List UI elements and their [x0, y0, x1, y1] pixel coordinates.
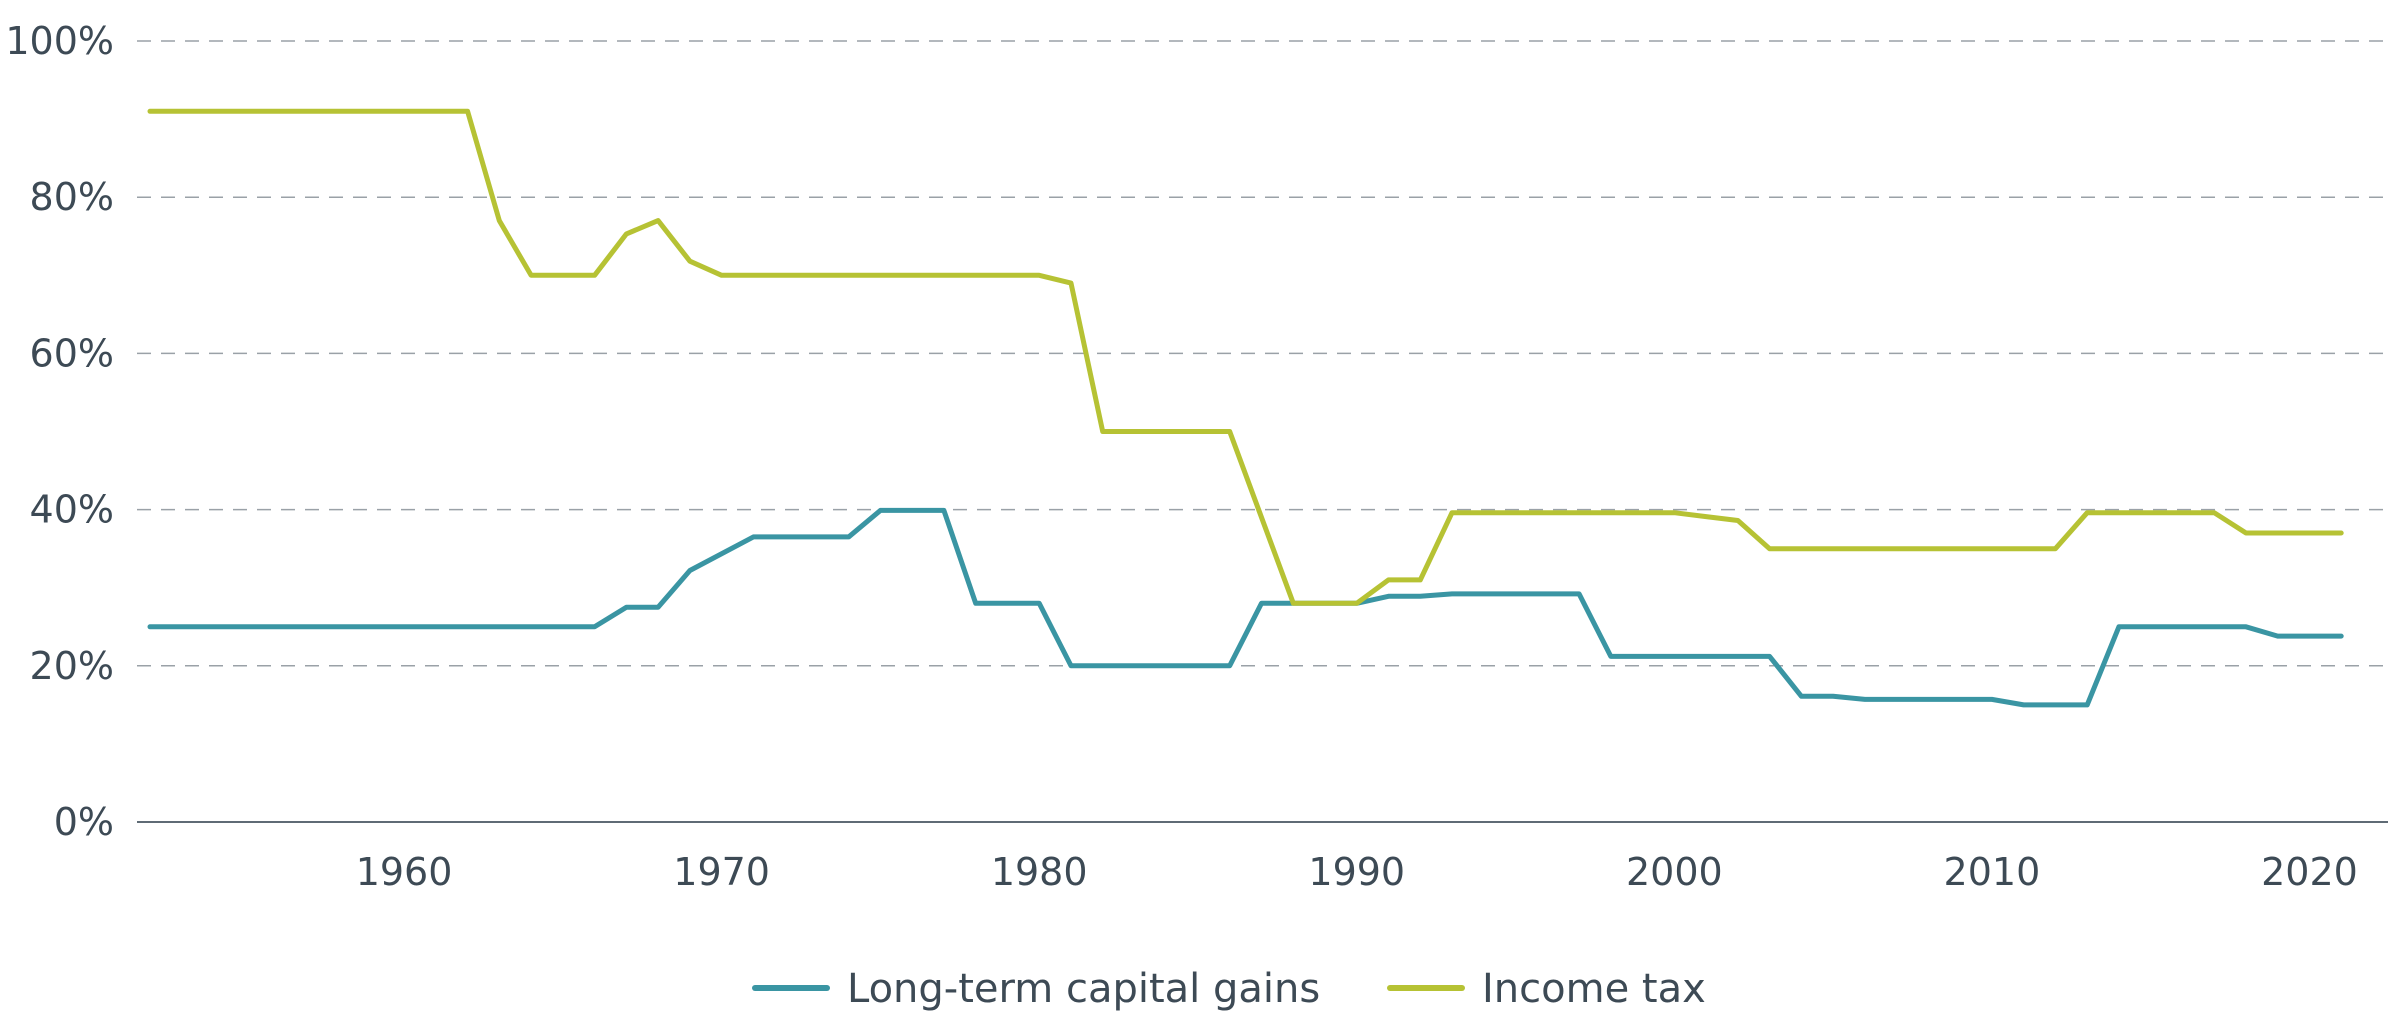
series-line-0 — [147, 507, 2344, 708]
legend-label: Income tax — [1482, 966, 1706, 1012]
y-tick-label: 0% — [54, 800, 114, 844]
x-tick-label: 2000 — [1626, 850, 1723, 894]
x-tick-label: 1970 — [673, 850, 770, 894]
legend-item: Income tax — [1387, 966, 1706, 1012]
gridlines — [137, 40, 2388, 667]
series-lines — [147, 108, 2344, 708]
x-tick-label: 1990 — [1308, 850, 1405, 894]
x-tick-label: 2020 — [2261, 850, 2358, 894]
y-tick-label: 80% — [30, 175, 114, 219]
legend: Long-term capital gains Income tax — [752, 966, 1706, 1012]
y-axis-labels: 0% 20% 40% 60% 80% 100% — [5, 19, 114, 844]
x-axis-labels: 1960 1970 1980 1990 2000 2010 2020 — [356, 850, 2358, 894]
y-tick-label: 100% — [5, 19, 114, 63]
series-line-1 — [147, 108, 2344, 606]
x-tick-label: 1960 — [356, 850, 453, 894]
legend-item: Long-term capital gains — [752, 966, 1320, 1012]
x-tick-label: 1980 — [991, 850, 1088, 894]
legend-label: Long-term capital gains — [847, 966, 1320, 1012]
y-tick-label: 20% — [30, 644, 114, 688]
y-tick-label: 40% — [30, 488, 114, 532]
y-tick-label: 60% — [30, 331, 114, 375]
x-tick-label: 2010 — [1944, 850, 2041, 894]
